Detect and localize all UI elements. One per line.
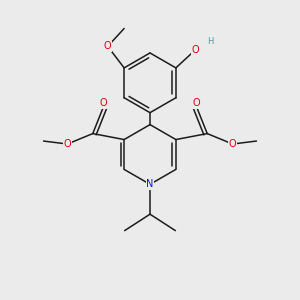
- Text: O: O: [99, 98, 107, 108]
- Text: O: O: [191, 45, 199, 55]
- Text: O: O: [64, 139, 71, 149]
- Text: O: O: [229, 139, 236, 149]
- Text: O: O: [193, 98, 201, 108]
- Text: H: H: [208, 37, 214, 46]
- Text: O: O: [104, 41, 112, 51]
- Text: N: N: [146, 179, 154, 189]
